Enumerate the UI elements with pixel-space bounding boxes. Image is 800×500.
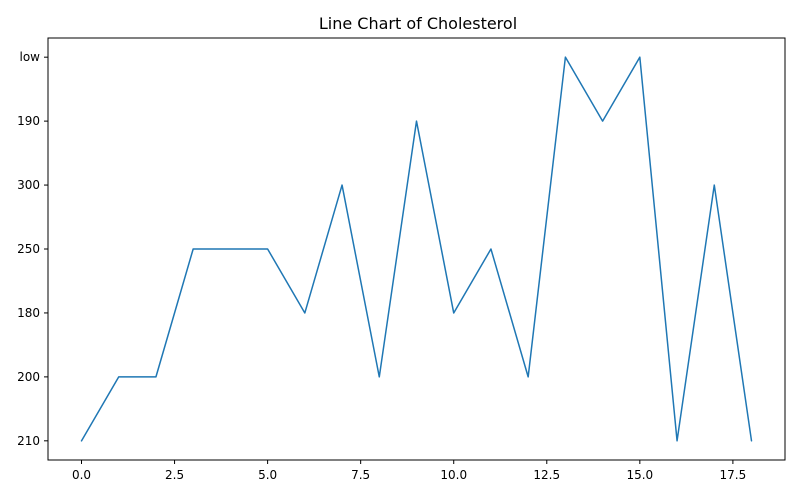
series-line xyxy=(80,56,753,442)
x-tick-label: 2.5 xyxy=(165,468,184,482)
y-tick-label: low xyxy=(20,50,41,64)
y-tick-label: 210 xyxy=(17,434,40,448)
x-tick-label: 12.5 xyxy=(533,468,560,482)
x-tick-label: 0.0 xyxy=(72,468,91,482)
plot-area: 0.0 2.5 5.0 7.5 10.0 12.5 15.0 17.5 210 200 180 250… xyxy=(17,37,786,482)
y-tick-label: 250 xyxy=(17,242,40,256)
x-tick-label: 5.0 xyxy=(258,468,277,482)
x-tick-label: 17.5 xyxy=(720,468,747,482)
x-tick-label: 10.0 xyxy=(440,468,467,482)
chart-title: Line Chart of Cholesterol xyxy=(319,14,517,33)
y-tick-label: 190 xyxy=(17,114,40,128)
y-tick-label: 180 xyxy=(17,306,40,320)
x-tick-label: 15.0 xyxy=(626,468,653,482)
axes-frame xyxy=(47,37,786,461)
y-tick-label: 300 xyxy=(17,178,40,192)
y-tick-label: 200 xyxy=(17,370,40,384)
x-tick-label: 7.5 xyxy=(351,468,370,482)
